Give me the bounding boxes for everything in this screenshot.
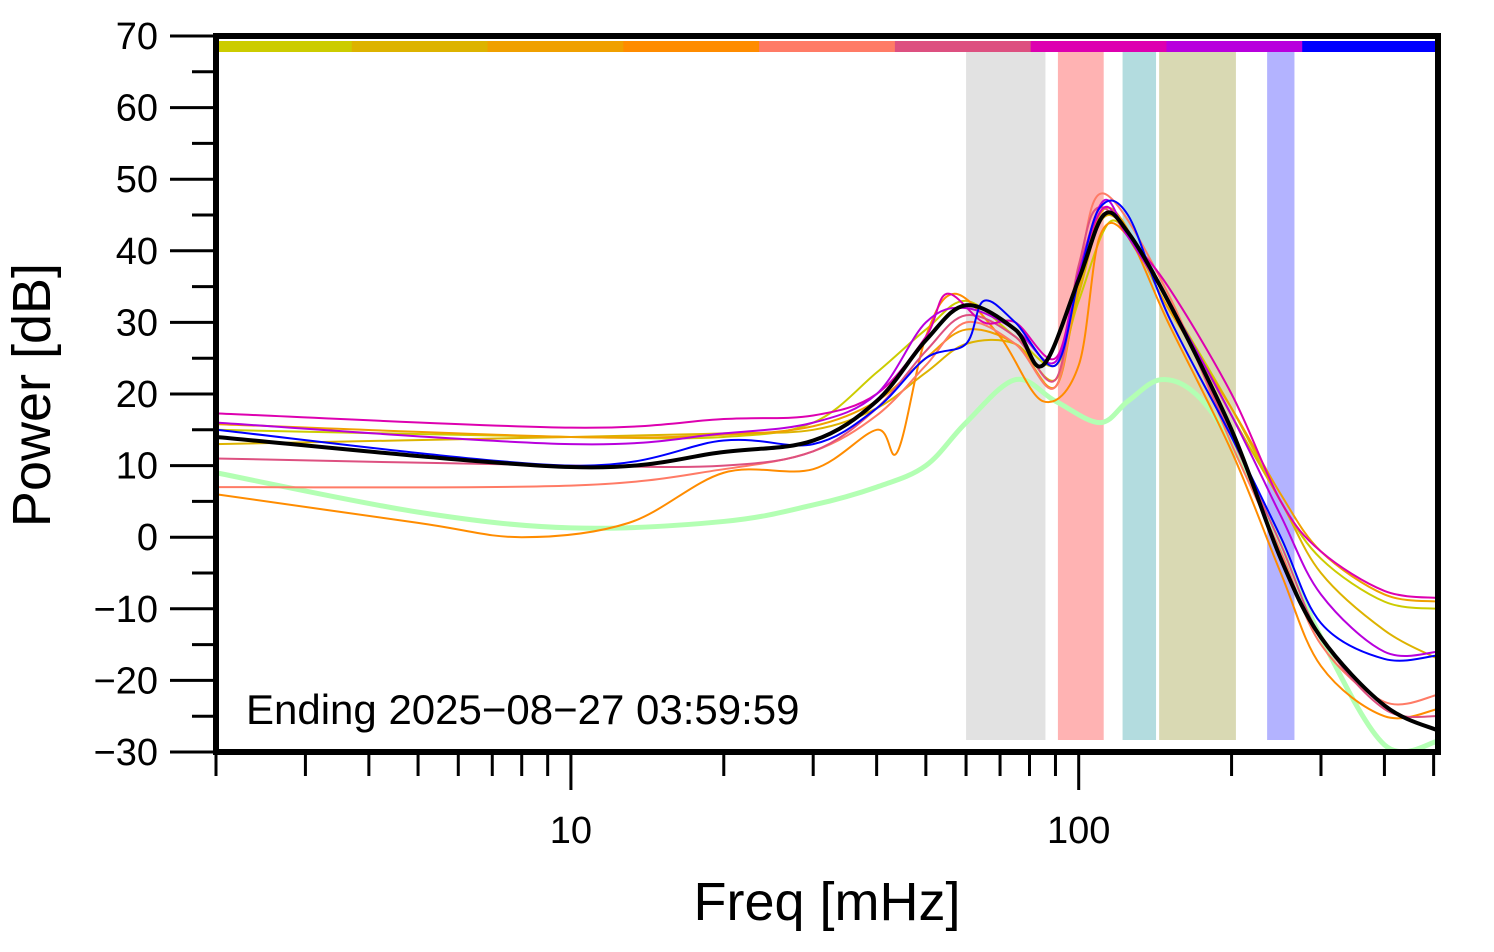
series-line-1 [215, 219, 1439, 610]
y-tick-label: 70 [116, 16, 158, 58]
frequency-band [1057, 52, 1104, 740]
series-line-10 [215, 210, 1439, 733]
y-axis-label: Power [dB] [2, 263, 62, 527]
color-bar-segment [216, 41, 353, 52]
frequency-band [966, 52, 1046, 740]
y-tick-label: 40 [116, 231, 158, 273]
x-axis: 10 100 [214, 752, 1436, 852]
series-line-4 [215, 222, 1439, 720]
color-bar-segment [759, 41, 896, 52]
plot-frame [213, 33, 1441, 755]
color-bar-segment [487, 41, 624, 52]
y-tick-label: 60 [116, 88, 158, 130]
color-bar-segment [1302, 41, 1439, 52]
series-line-5 [215, 192, 1439, 706]
x-tick-label: 10 [550, 810, 592, 852]
y-tick-label: −20 [94, 660, 158, 702]
color-bar-segment [351, 41, 489, 52]
y-tick-label: 30 [116, 302, 158, 344]
series-line-9 [215, 199, 1439, 662]
y-tick-label: 50 [116, 159, 158, 201]
annotation-text: Ending 2025−08−27 03:59:59 [246, 686, 800, 733]
frequency-band [1267, 52, 1295, 740]
y-tick-label: 10 [116, 446, 158, 488]
frequency-bands [966, 52, 1295, 740]
x-axis-label: Freq [mHz] [693, 872, 960, 932]
series-line-6 [215, 206, 1439, 719]
top-color-bar [216, 41, 1439, 52]
y-tick-label: 0 [137, 517, 158, 559]
color-bar-segment [894, 41, 1032, 52]
frequency-band [1122, 52, 1157, 740]
x-tick-label: 100 [1047, 810, 1110, 852]
series-lines [215, 192, 1439, 755]
series-line-7 [215, 205, 1439, 600]
series-line-3 [215, 206, 1439, 603]
color-bar-segment [623, 41, 760, 52]
y-tick-label: −30 [94, 732, 158, 774]
color-bar-segment [1166, 41, 1303, 52]
color-bar-segment [1030, 41, 1167, 52]
y-tick-label: 20 [116, 374, 158, 416]
y-axis: −30 −20 −10 0 10 20 30 40 50 60 70 [94, 16, 216, 774]
y-tick-label: −10 [94, 589, 158, 631]
series-line-8 [215, 198, 1439, 657]
